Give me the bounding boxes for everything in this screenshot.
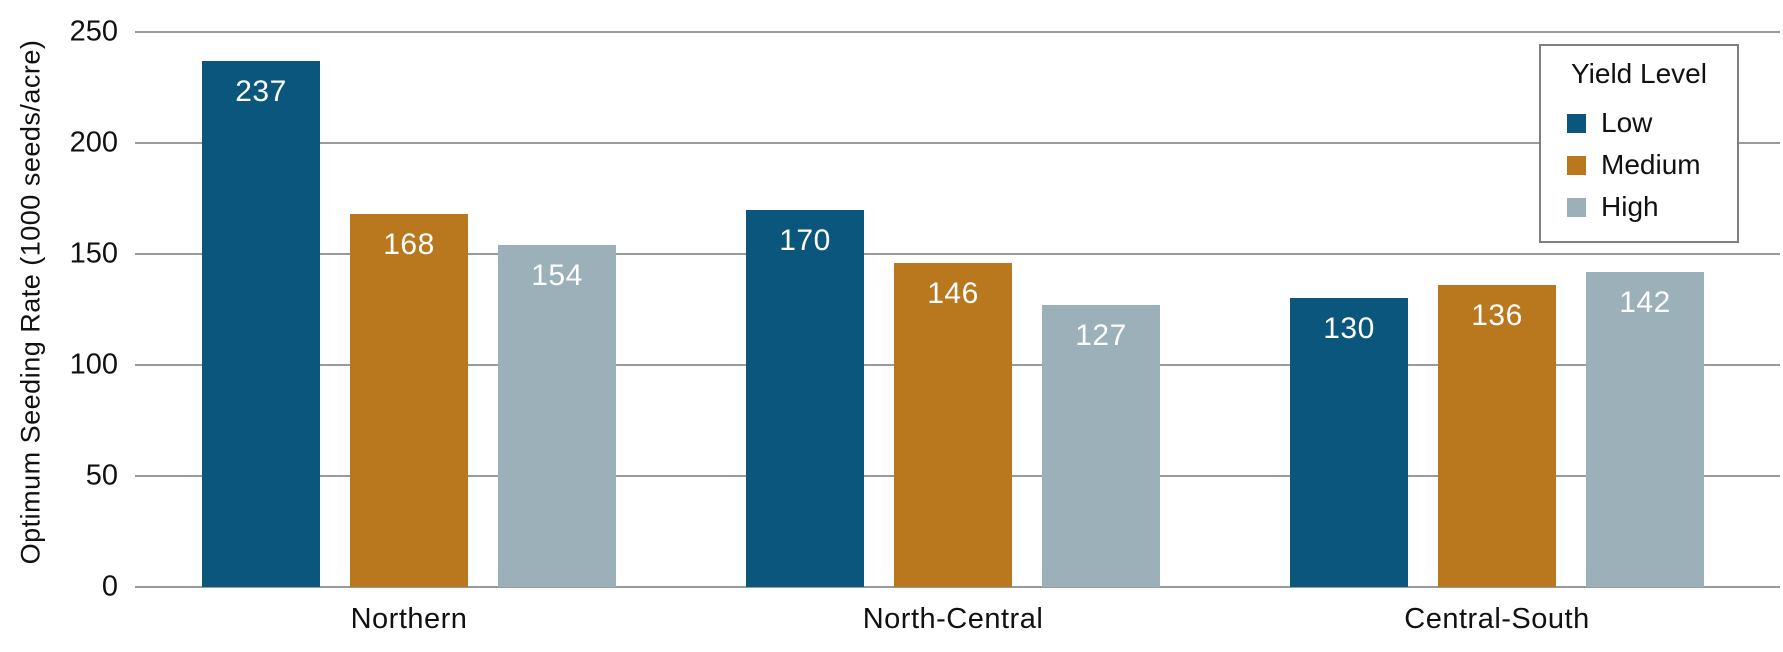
bar-northern-low: 237 — [202, 61, 320, 587]
legend-title: Yield Level — [1571, 58, 1707, 89]
y-tick-label-200: 200 — [69, 126, 118, 159]
bar-central-south-medium: 136 — [1438, 285, 1556, 587]
legend-swatch-medium — [1567, 155, 1586, 175]
bar-value-label: 168 — [383, 228, 435, 261]
legend-swatch-low — [1567, 113, 1586, 133]
bar-north-central-medium: 146 — [894, 263, 1012, 587]
x-category-label-northern: Northern — [350, 603, 468, 635]
bar-group-central-south: 130 136 142 — [1290, 32, 1704, 587]
x-category-label-north-central: North-Central — [862, 603, 1044, 635]
gridline-y-150 — [135, 253, 1780, 255]
bar-northern-medium: 168 — [350, 214, 468, 587]
y-tick-label-150: 150 — [69, 237, 118, 270]
gridline-y-200 — [135, 142, 1780, 144]
legend-item-label: Medium — [1601, 149, 1701, 180]
bar-value-label: 130 — [1323, 312, 1375, 345]
x-category-label-central-south: Central-South — [1404, 603, 1590, 635]
legend-item-medium: Medium — [1541, 144, 1737, 186]
bar-north-central-high: 127 — [1042, 305, 1160, 587]
bar-central-south-high: 142 — [1586, 272, 1704, 587]
legend-items: Low Medium High — [1541, 102, 1737, 228]
legend: Yield Level Low Medium High — [1539, 44, 1739, 243]
y-tick-label-0: 0 — [101, 570, 118, 603]
bar-value-label: 146 — [927, 277, 979, 310]
bar-northern-high: 154 — [498, 245, 616, 587]
bar-value-label: 142 — [1619, 286, 1671, 319]
y-tick-label-50: 50 — [85, 459, 118, 492]
gridline-y-250 — [135, 31, 1780, 33]
bar-value-label: 136 — [1471, 299, 1523, 332]
legend-item-label: Low — [1601, 107, 1653, 138]
legend-item-low: Low — [1541, 102, 1737, 144]
legend-item-high: High — [1541, 186, 1737, 228]
bar-value-label: 154 — [531, 259, 583, 292]
bar-north-central-low: 170 — [746, 210, 864, 587]
plot-area: 237 168 154 170 146 127 130 136 142 — [135, 31, 1780, 588]
y-tick-label-100: 100 — [69, 348, 118, 381]
bar-group-north-central: 170 146 127 — [746, 32, 1160, 587]
legend-swatch-high — [1567, 197, 1586, 217]
y-tick-label-250: 250 — [69, 15, 118, 48]
legend-item-label: High — [1601, 191, 1659, 222]
bar-value-label: 237 — [235, 75, 287, 108]
bar-value-label: 127 — [1075, 319, 1127, 352]
gridline-y-0 — [135, 586, 1780, 588]
bar-group-northern: 237 168 154 — [202, 32, 616, 587]
bar-central-south-low: 130 — [1290, 298, 1408, 587]
bar-value-label: 170 — [779, 224, 831, 257]
